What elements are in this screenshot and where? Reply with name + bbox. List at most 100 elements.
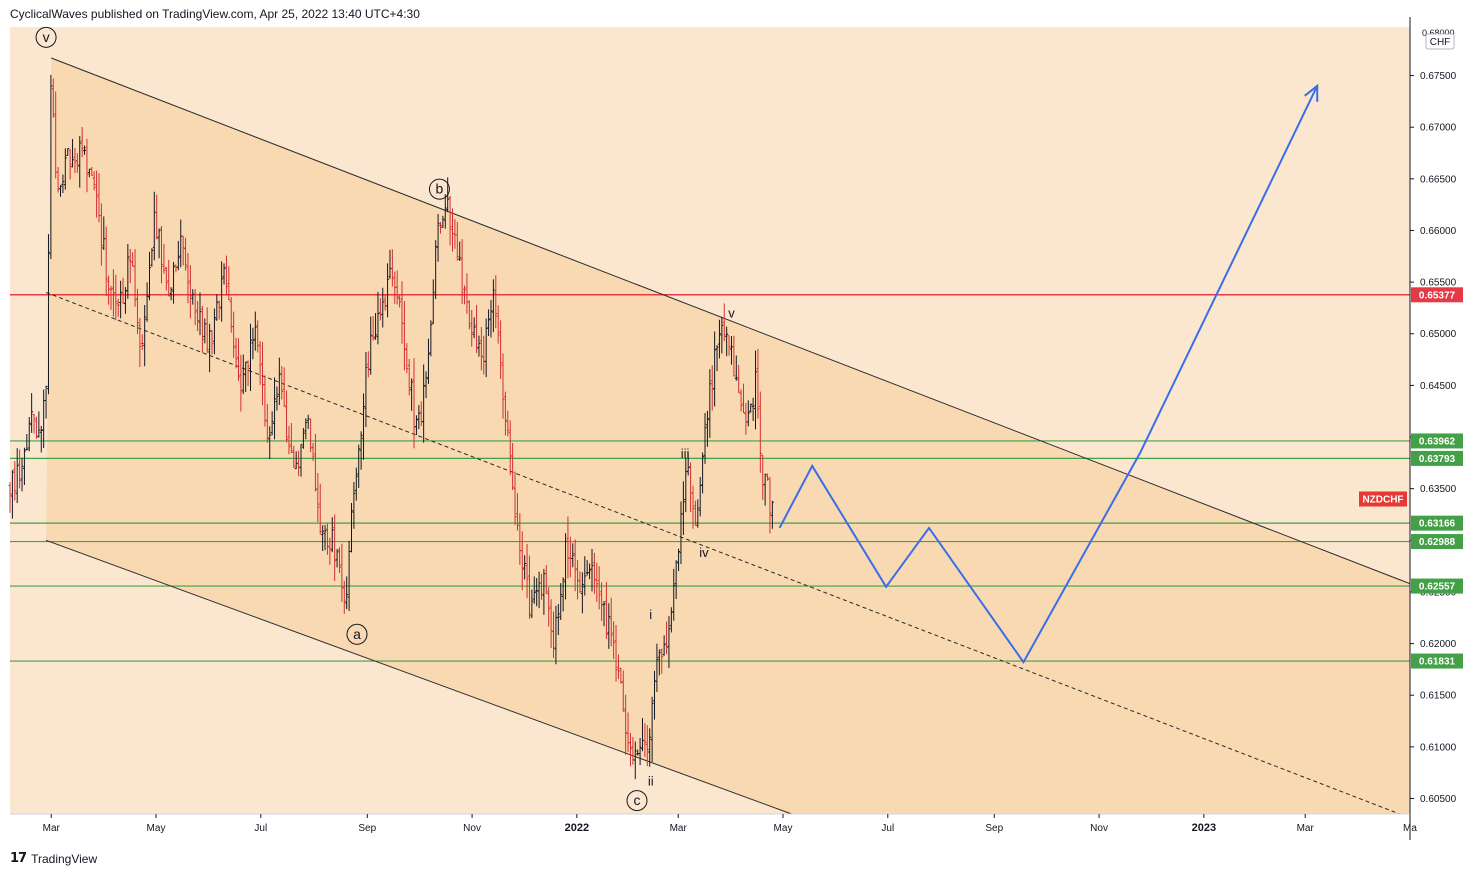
ohlc-bar	[739, 389, 743, 412]
ohlc-bar	[121, 277, 125, 304]
wave-label-a: a	[353, 626, 361, 642]
ohlc-bar	[616, 654, 620, 680]
ohlc-bar	[212, 308, 216, 355]
ohlc-bar	[751, 397, 755, 421]
ohlc-bar	[424, 371, 428, 399]
ohlc-bar	[727, 335, 731, 356]
ohlc-bar	[713, 331, 717, 407]
price-axis[interactable]: 0.605000.610000.615000.620000.625000.630…	[1409, 17, 1457, 840]
ohlc-bar	[208, 323, 212, 373]
ohlc-bar	[398, 295, 402, 308]
x-tick-label: Sep	[985, 823, 1003, 834]
ohlc-bar	[167, 259, 171, 297]
tradingview-logo[interactable]: 17 TradingView	[10, 851, 97, 866]
ohlc-bar	[741, 383, 745, 414]
ohlc-bar	[256, 320, 260, 353]
x-tick-label: Sep	[358, 823, 376, 834]
price-tag-4	[1411, 534, 1463, 550]
ohlc-bar	[116, 298, 120, 317]
ohlc-bar	[95, 170, 99, 218]
ohlc-bar	[289, 422, 293, 454]
ohlc-bar	[412, 358, 416, 449]
ohlc-bar	[438, 221, 442, 234]
ohlc-bar	[696, 499, 700, 528]
ohlc-bar	[458, 241, 462, 262]
ohlc-bar	[342, 580, 346, 614]
y-top-tick-label: 0.68000	[1422, 28, 1455, 38]
ohlc-bar	[73, 148, 77, 174]
ohlc-bar	[477, 335, 481, 357]
ohlc-bar	[619, 667, 623, 684]
ohlc-bar	[530, 589, 534, 619]
price-tag-1	[1411, 433, 1463, 449]
wave-circle-b	[428, 178, 450, 200]
ohlc-bar	[304, 418, 308, 440]
ohlc-bar	[369, 316, 373, 375]
ohlc-bar	[770, 500, 774, 529]
wave-label-iv-6: iv	[699, 545, 709, 560]
ohlc-bar	[10, 470, 14, 519]
ohlc-bar	[655, 643, 659, 693]
ohlc-bar	[282, 367, 286, 407]
tradingview-logo-icon: 17	[10, 851, 27, 866]
ohlc-bar	[523, 555, 527, 580]
ohlc-bar	[749, 403, 753, 413]
ohlc-bar	[448, 195, 452, 246]
ohlc-bar	[547, 587, 551, 627]
ohlc-bar	[766, 473, 770, 481]
ohlc-bar	[75, 153, 79, 173]
ohlc-bar	[597, 566, 601, 610]
ohlc-bar	[513, 471, 517, 525]
ohlc-bar	[210, 329, 214, 355]
price-tag-0	[1411, 287, 1463, 303]
y-tick-label: 0.67000	[1420, 123, 1457, 134]
ohlc-bar	[133, 249, 137, 307]
ohlc-bar	[390, 249, 394, 287]
ohlc-bar	[631, 737, 635, 765]
currency-label[interactable]: CHF	[1430, 37, 1451, 48]
ohlc-bar	[672, 568, 676, 621]
symbol-tag[interactable]	[1359, 491, 1407, 507]
price-tag-label: 0.61831	[1419, 657, 1456, 668]
ohlc-bar	[410, 378, 414, 411]
ohlc-bar	[239, 354, 243, 412]
ohlc-bar	[352, 482, 356, 529]
y-tick-label: 0.60500	[1420, 794, 1457, 805]
ohlc-bar	[506, 410, 510, 437]
price-tag-label: 0.62988	[1419, 537, 1456, 548]
ohlc-bar	[277, 357, 281, 405]
ohlc-bar	[196, 301, 200, 332]
price-tag-3	[1411, 515, 1463, 531]
y-tick-label: 0.65000	[1420, 329, 1457, 340]
ohlc-bar	[561, 577, 565, 612]
ohlc-bar	[746, 400, 750, 427]
ohlc-bar	[200, 306, 204, 353]
ohlc-bar	[511, 442, 515, 491]
ohlc-bar	[232, 311, 236, 358]
ohlc-bar	[359, 431, 363, 470]
ohlc-bar	[465, 273, 469, 314]
ohlc-bar	[8, 482, 12, 513]
ohlc-bar	[318, 483, 322, 535]
ohlc-bar	[248, 323, 252, 391]
ohlc-bar	[703, 413, 707, 464]
ohlc-bar	[143, 304, 147, 367]
ohlc-bar	[417, 405, 421, 430]
channel-fill	[46, 57, 1411, 814]
ohlc-bar	[737, 364, 741, 393]
wave-label-c: c	[633, 792, 640, 808]
ohlc-bar	[123, 287, 127, 314]
time-axis[interactable]: Mar May Jul Sep Nov 2022 Mar May Jul Sep Nov 2023 Ma…	[10, 813, 1417, 834]
ohlc-bar	[698, 477, 702, 517]
ohlc-bar	[674, 560, 678, 599]
ohlc-bar	[693, 500, 697, 526]
ohlc-bar	[386, 263, 390, 318]
ohlc-bar	[431, 279, 435, 325]
price-tag-label: 0.62557	[1419, 582, 1456, 593]
ohlc-bar	[349, 502, 353, 553]
ohlc-bar	[328, 537, 332, 565]
ohlc-bar	[564, 533, 568, 600]
ohlc-bar	[602, 601, 606, 627]
